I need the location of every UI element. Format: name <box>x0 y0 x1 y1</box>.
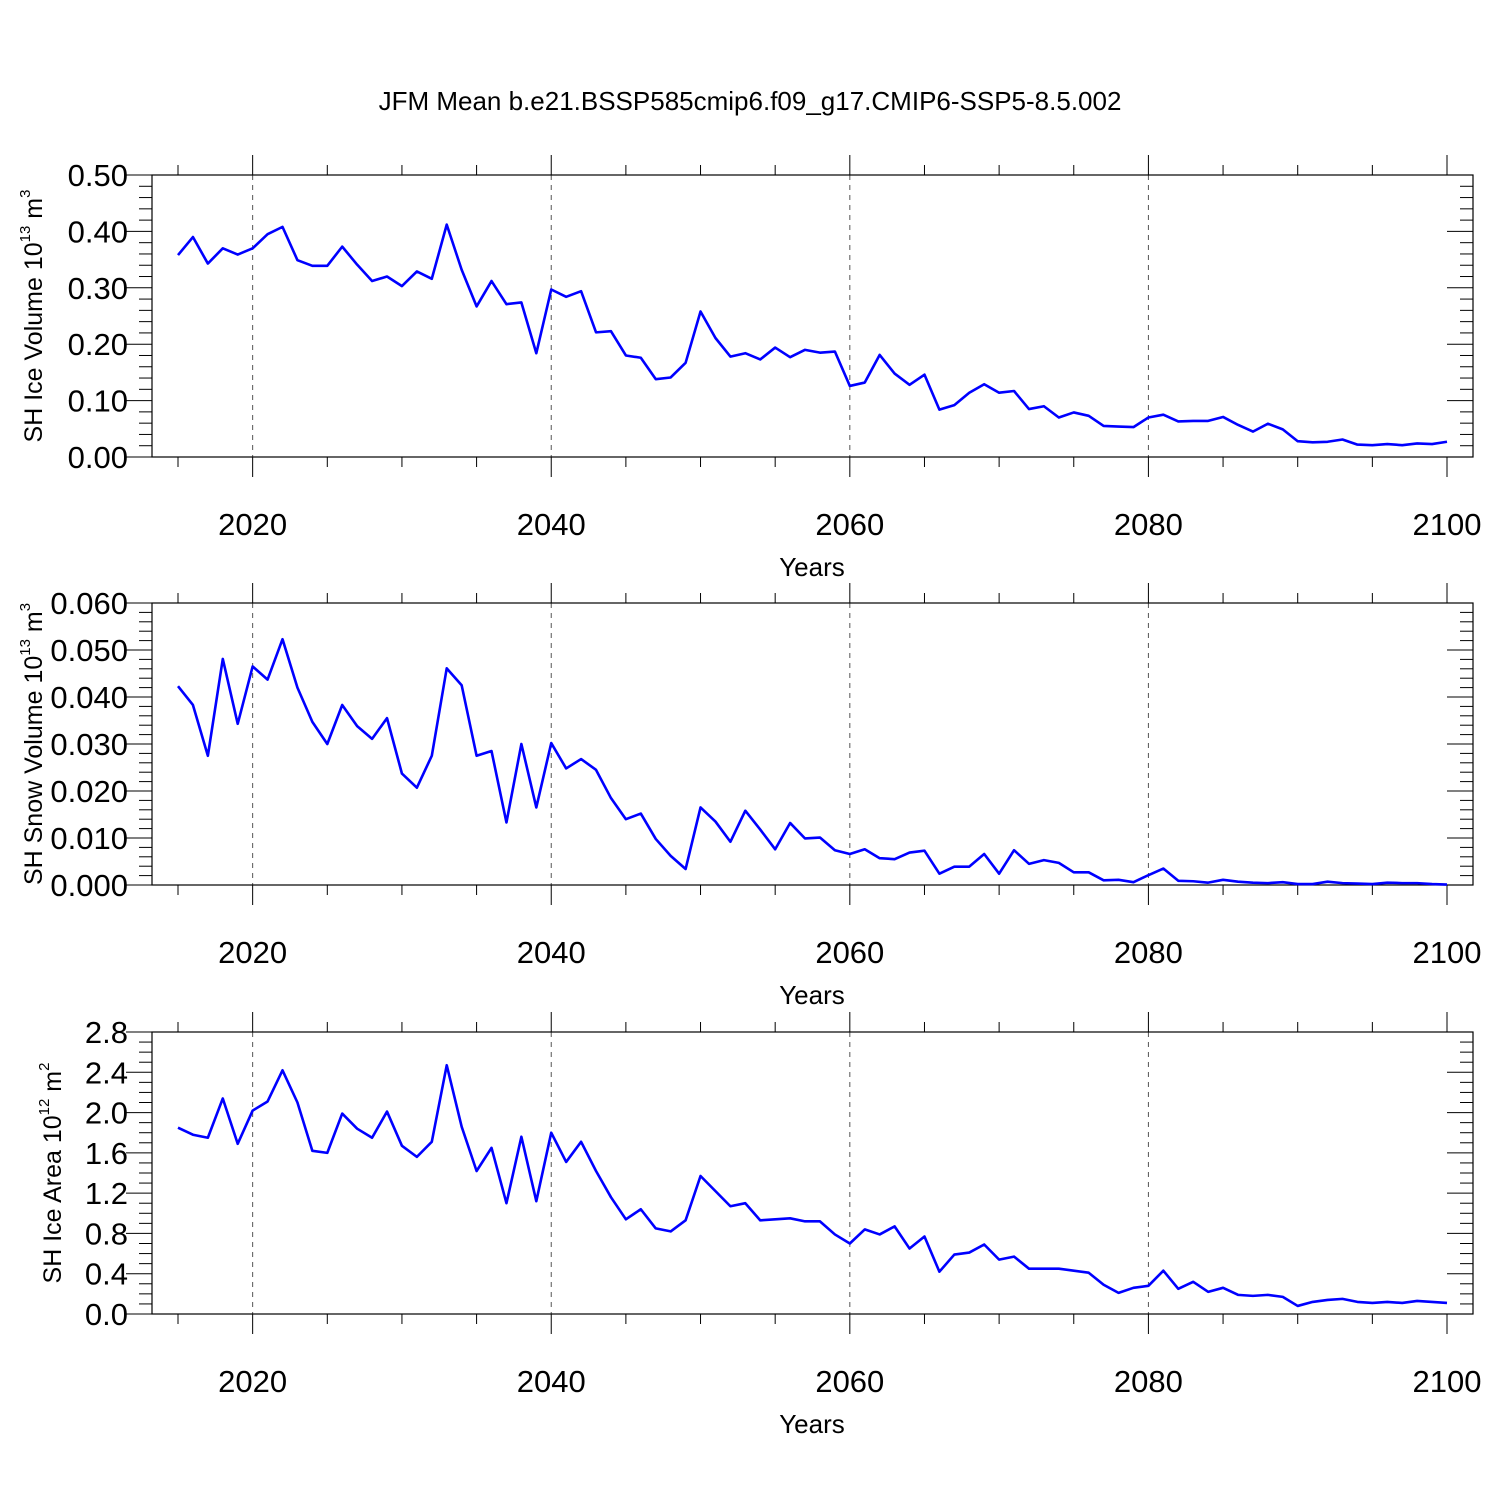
y-label-unit-exponent: 3 <box>17 603 34 611</box>
y-label-unit: m <box>20 198 48 226</box>
panel-2: 2020 2040 2060 2080 2100 0.000 0.010 0.020 0.030… <box>17 583 1481 1010</box>
y-axis-label: SH Ice Area 1012 m2 <box>36 1063 67 1284</box>
y-label-unit: m <box>39 1071 67 1099</box>
x-tick-label: 2040 <box>517 935 586 970</box>
y-tick-label: 1.6 <box>85 1136 128 1171</box>
x-tick-label: 2080 <box>1114 1364 1183 1399</box>
x-axis-label: Years <box>779 980 845 1010</box>
y-label-main: SH Snow Volume 10 <box>20 656 48 885</box>
y-tick-label: 0.040 <box>50 680 128 715</box>
y-label-unit-exponent: 3 <box>17 190 34 198</box>
x-tick-label: 2060 <box>815 1364 884 1399</box>
x-tick-label: 2040 <box>517 507 586 542</box>
plot-frame <box>151 602 1474 886</box>
x-tick-label: 2020 <box>218 935 287 970</box>
y-label-exponent: 12 <box>36 1099 53 1116</box>
y-label-main: SH Ice Area 10 <box>39 1115 67 1283</box>
y-tick-label: 0.30 <box>68 271 128 306</box>
y-tick-label: 0.020 <box>50 774 128 809</box>
y-tick-label: 2.8 <box>85 1015 128 1050</box>
y-tick-label: 2.4 <box>85 1055 128 1090</box>
y-tick-label: 1.2 <box>85 1176 128 1211</box>
y-label-unit-exponent: 2 <box>36 1063 53 1071</box>
panel-3: 2020 2040 2060 2080 2100 0.0 0.4 0.8 1.2 1.6 2.0 2.… <box>36 1012 1481 1439</box>
x-tick-label: 2040 <box>517 1364 586 1399</box>
y-label-unit: m <box>20 611 48 639</box>
y-tick-label: 0.50 <box>68 158 128 193</box>
series-line <box>177 1063 1448 1308</box>
x-tick-label: 2100 <box>1413 935 1482 970</box>
y-tick-label: 0.010 <box>50 821 128 856</box>
y-tick-label: 2.0 <box>85 1096 128 1131</box>
x-tick-label: 2060 <box>815 507 884 542</box>
y-label-main: SH Ice Volume 10 <box>20 242 48 442</box>
series-line <box>176 223 1448 447</box>
y-label-exponent: 13 <box>17 639 34 656</box>
x-tick-label: 2020 <box>218 1364 287 1399</box>
y-axis-label: SH Snow Volume 1013 m3 <box>17 603 48 885</box>
y-tick-label: 0.4 <box>85 1257 128 1292</box>
panel-1: 2020 2040 2060 2080 2100 0.00 0.10 0.20 0.30 0.40… <box>17 155 1481 582</box>
y-tick-label: 0.40 <box>68 214 128 249</box>
y-tick-label: 0.0 <box>85 1297 128 1332</box>
x-tick-label: 2080 <box>1114 507 1183 542</box>
plot-frame <box>151 1031 1474 1315</box>
y-tick-label: 0.060 <box>50 586 128 621</box>
chart-title: JFM Mean b.e21.BSSP585cmip6.f09_g17.CMIP… <box>379 86 1122 116</box>
y-tick-label: 0.030 <box>50 727 128 762</box>
x-axis-label: Years <box>779 1409 845 1439</box>
y-tick-label: 0.050 <box>50 633 128 668</box>
x-tick-label: 2080 <box>1114 935 1183 970</box>
y-tick-label: 0.20 <box>68 327 128 362</box>
x-tick-label: 2060 <box>815 935 884 970</box>
x-axis-label: Years <box>779 552 845 582</box>
series-line <box>176 637 1448 886</box>
y-tick-label: 0.000 <box>50 868 128 903</box>
y-tick-label: 0.8 <box>85 1216 128 1251</box>
y-axis-label: SH Ice Volume 1013 m3 <box>17 190 48 443</box>
y-tick-label: 0.00 <box>68 440 128 475</box>
x-tick-label: 2100 <box>1413 507 1482 542</box>
y-tick-label: 0.10 <box>68 384 128 419</box>
x-tick-label: 2100 <box>1413 1364 1482 1399</box>
x-tick-label: 2020 <box>218 507 287 542</box>
y-label-exponent: 13 <box>17 226 34 243</box>
plot-frame <box>151 174 1474 458</box>
